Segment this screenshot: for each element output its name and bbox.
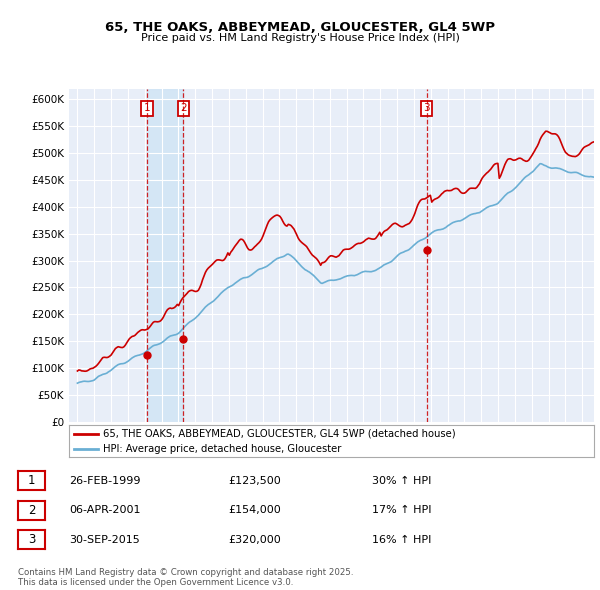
Text: 30% ↑ HPI: 30% ↑ HPI [372,476,431,486]
Text: 3: 3 [28,533,35,546]
Text: Price paid vs. HM Land Registry's House Price Index (HPI): Price paid vs. HM Land Registry's House … [140,33,460,43]
Text: 17% ↑ HPI: 17% ↑ HPI [372,506,431,515]
Text: 26-FEB-1999: 26-FEB-1999 [69,476,140,486]
Text: £154,000: £154,000 [228,506,281,515]
Text: 2: 2 [180,103,187,113]
Text: £123,500: £123,500 [228,476,281,486]
Text: £320,000: £320,000 [228,535,281,545]
Text: Contains HM Land Registry data © Crown copyright and database right 2025.
This d: Contains HM Land Registry data © Crown c… [18,568,353,587]
Text: 65, THE OAKS, ABBEYMEAD, GLOUCESTER, GL4 5WP: 65, THE OAKS, ABBEYMEAD, GLOUCESTER, GL4… [105,21,495,34]
Text: 1: 1 [28,474,35,487]
Text: 30-SEP-2015: 30-SEP-2015 [69,535,140,545]
Text: 16% ↑ HPI: 16% ↑ HPI [372,535,431,545]
Text: 1: 1 [144,103,151,113]
Text: 65, THE OAKS, ABBEYMEAD, GLOUCESTER, GL4 5WP (detached house): 65, THE OAKS, ABBEYMEAD, GLOUCESTER, GL4… [103,429,456,439]
Text: 2: 2 [28,504,35,517]
Bar [147,88,184,422]
Text: 06-APR-2001: 06-APR-2001 [69,506,140,515]
Text: 3: 3 [423,103,430,113]
Text: HPI: Average price, detached house, Gloucester: HPI: Average price, detached house, Glou… [103,444,341,454]
